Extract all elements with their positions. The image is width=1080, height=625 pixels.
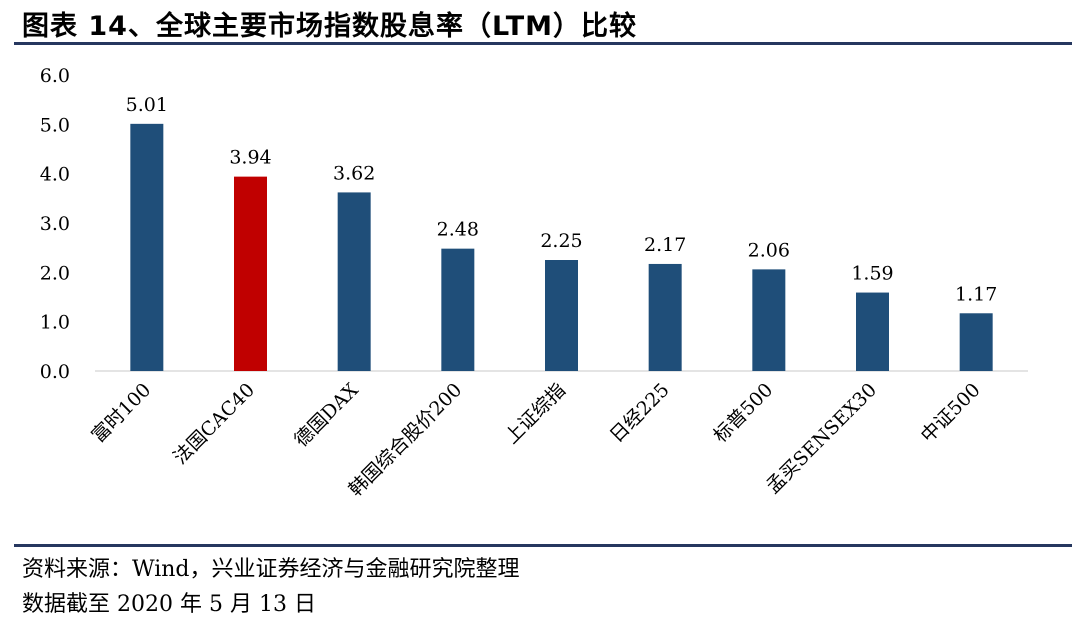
bar <box>337 192 371 371</box>
data-label: 2.17 <box>644 234 686 256</box>
bar <box>648 263 682 371</box>
y-tick-label: 2.0 <box>40 262 70 284</box>
bar <box>130 123 164 371</box>
footer-divider <box>14 544 1072 547</box>
data-label: 2.48 <box>437 219 479 241</box>
bar <box>752 269 786 371</box>
bar <box>856 292 889 371</box>
data-label: 2.06 <box>748 239 790 261</box>
bar <box>441 248 475 371</box>
x-tick-label: 中证500 <box>917 379 985 447</box>
x-tick-label: 韩国综合股价200 <box>345 379 467 501</box>
chart-title: 图表 14、全球主要市场指数股息率（LTM）比较 <box>22 11 637 42</box>
x-tick-label: 孟买SENSEX30 <box>762 379 881 498</box>
y-tick-label: 6.0 <box>40 65 70 87</box>
x-tick-label: 德国DAX <box>290 379 363 452</box>
y-tick-label: 3.0 <box>40 213 70 235</box>
x-tick-label: 法国CAC40 <box>169 379 259 469</box>
data-label: 5.01 <box>126 94 168 116</box>
y-tick-label: 4.0 <box>40 164 70 186</box>
x-tick-label: 日经225 <box>606 379 674 447</box>
data-label: 2.25 <box>540 230 582 252</box>
data-label: 3.94 <box>229 147 271 169</box>
data-label: 1.17 <box>955 283 997 305</box>
data-label: 1.59 <box>851 263 893 285</box>
y-tick-label: 1.0 <box>40 312 70 334</box>
bar-chart: 0.0 1.0 2.0 3.0 4.0 5.0 6.0 5.01 富时100 3.94 法国CAC4… <box>40 65 1028 501</box>
x-tick-label: 富时100 <box>87 379 155 447</box>
y-tick-label: 0.0 <box>40 361 70 383</box>
date-note: 数据截至 2020 年 5 月 13 日 <box>22 592 316 617</box>
bar <box>545 260 578 371</box>
y-tick-label: 5.0 <box>40 114 70 136</box>
x-tick-label: 上证综指 <box>501 379 570 448</box>
data-label: 3.62 <box>333 162 375 184</box>
source-note: 资料来源：Wind，兴业证券经济与金融研究院整理 <box>22 557 520 582</box>
bar <box>959 313 993 371</box>
x-tick-label: 标普500 <box>709 379 777 447</box>
title-divider <box>14 42 1072 45</box>
bar <box>234 176 267 371</box>
